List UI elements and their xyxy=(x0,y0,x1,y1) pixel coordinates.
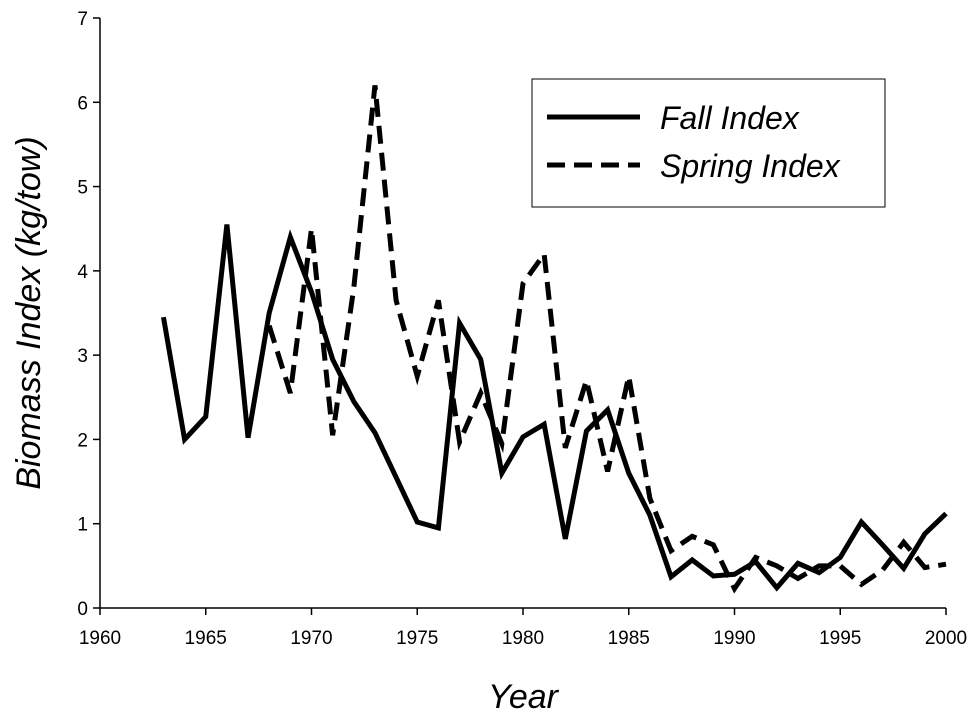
series-line xyxy=(160,224,948,592)
x-tick-label: 1995 xyxy=(819,628,861,649)
legend-label: Spring Index xyxy=(660,148,841,184)
x-tick-label: 1990 xyxy=(713,628,755,649)
series-line xyxy=(266,85,947,594)
x-tick-label: 1965 xyxy=(185,628,227,649)
y-tick-label: 0 xyxy=(77,599,88,620)
x-tick-label: 1980 xyxy=(502,628,544,649)
x-axis-label: Year xyxy=(488,678,560,715)
legend-label: Fall Index xyxy=(660,100,800,136)
y-tick-label: 6 xyxy=(77,93,88,114)
legend-box xyxy=(531,78,886,208)
y-tick-label: 3 xyxy=(77,346,88,367)
x-tick-label: 1985 xyxy=(608,628,650,649)
x-tick-label: 1970 xyxy=(290,628,332,649)
y-tick-label: 4 xyxy=(77,262,88,283)
x-tick-label: 1960 xyxy=(79,628,121,649)
y-tick-label: 7 xyxy=(77,9,88,30)
x-tick-label: 1975 xyxy=(396,628,438,649)
y-tick-label: 2 xyxy=(77,430,88,451)
y-tick-label: 5 xyxy=(77,178,88,199)
y-axis-label: Biomass Index (kg/tow) xyxy=(10,136,48,489)
y-tick-label: 1 xyxy=(77,515,88,536)
x-tick-label: 2000 xyxy=(925,628,967,649)
